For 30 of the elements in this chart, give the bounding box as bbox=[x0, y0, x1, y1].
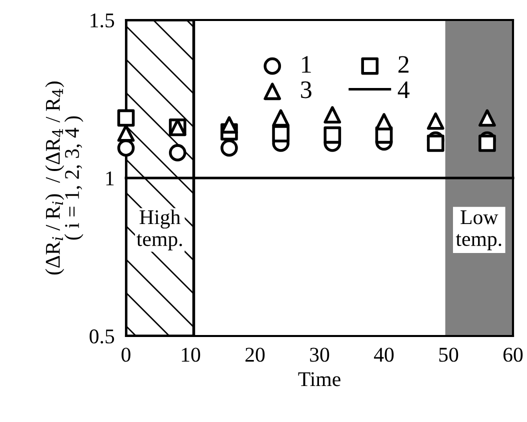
x-axis-title: Time bbox=[298, 372, 340, 386]
x-tick-label: 60 bbox=[503, 348, 523, 362]
x-tick-label: 30 bbox=[310, 348, 330, 362]
point bbox=[272, 109, 290, 127]
legend-label: 2 bbox=[398, 56, 408, 73]
legend-label: 3 bbox=[301, 81, 312, 98]
point bbox=[426, 134, 444, 152]
point bbox=[324, 126, 342, 144]
legend-label: 4 bbox=[398, 82, 410, 98]
point bbox=[478, 134, 496, 152]
legend-label: 1 bbox=[302, 56, 311, 73]
y-tick-label: 0.5 bbox=[90, 329, 114, 344]
point bbox=[168, 144, 186, 162]
text: (ΔR$_{i}$ / R$_{i}$) / (ΔR$_{4}$ / R$_{4}$) ( i = 1, 2, 3, 4 ) bbox=[45, 82, 84, 274]
point bbox=[117, 109, 135, 127]
x-tick-label: 40 bbox=[374, 348, 394, 362]
x-tick-label: 20 bbox=[246, 348, 265, 362]
band-label: High temp. bbox=[136, 210, 182, 250]
y-tick-label: 1.5 bbox=[90, 13, 114, 28]
band-label: Low temp. bbox=[456, 210, 502, 250]
y-tick-label: 1 bbox=[106, 171, 114, 186]
x-tick-label: 0 bbox=[122, 348, 130, 362]
point bbox=[220, 139, 238, 157]
point bbox=[426, 112, 444, 130]
point bbox=[220, 116, 238, 134]
x-tick-label: 50 bbox=[439, 348, 458, 362]
point bbox=[478, 109, 496, 127]
point bbox=[272, 125, 290, 142]
point bbox=[324, 106, 342, 124]
x-tick-label: 10 bbox=[182, 348, 200, 362]
